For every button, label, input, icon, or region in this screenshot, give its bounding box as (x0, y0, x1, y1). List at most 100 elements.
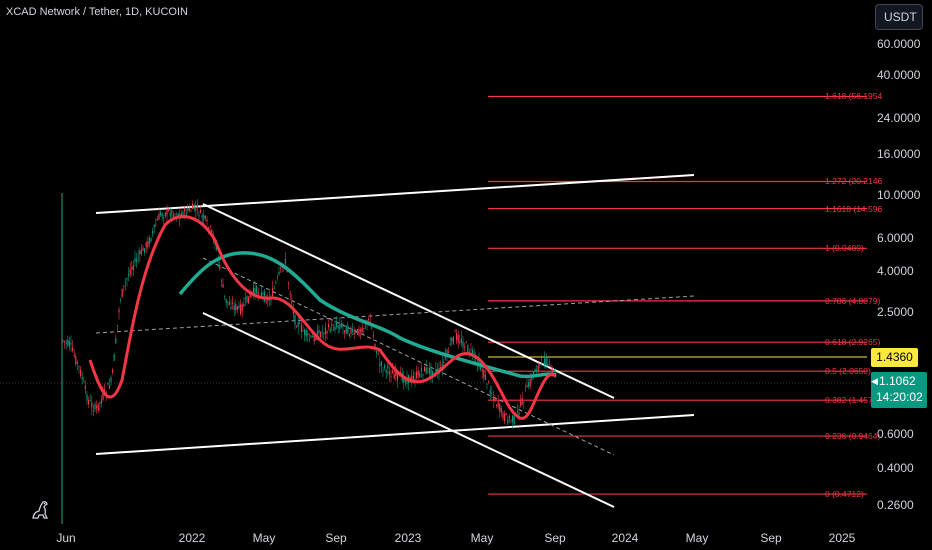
candle-body (396, 372, 398, 381)
candle-body (240, 304, 242, 314)
candle-body (547, 363, 549, 366)
symbol-title[interactable]: XCAD Network / Tether, 1D, KUCOIN (6, 6, 188, 18)
candle-body (548, 361, 550, 363)
price-tick: 40.0000 (877, 68, 921, 82)
candle-body (206, 219, 208, 222)
trendline (202, 312, 615, 508)
price-tick: 2.5000 (877, 305, 914, 319)
candle-body (528, 382, 530, 387)
candle-body (550, 365, 552, 367)
candle-body (102, 393, 104, 400)
candle-body (414, 379, 416, 380)
candle-body (460, 338, 462, 343)
candle-body (524, 390, 526, 392)
trendline (202, 203, 615, 399)
candle-body (291, 301, 293, 304)
candle-body (368, 318, 370, 320)
candle-body (422, 374, 424, 376)
candle-body (196, 205, 198, 208)
candle-body (502, 412, 504, 419)
price-axis[interactable]: 60.0000 40.0000 24.0000 16.0000 10.0000 … (867, 0, 932, 524)
candle-body (529, 378, 531, 387)
candle-body (425, 367, 427, 374)
candle-body (444, 355, 446, 359)
candle-body (104, 389, 106, 391)
candle-body (70, 343, 72, 345)
candle-body (496, 404, 498, 407)
candle-body (411, 375, 413, 382)
candle-body (289, 293, 291, 295)
time-tick: Sep (544, 531, 566, 545)
candle-body (443, 361, 445, 364)
candle-body (203, 214, 205, 220)
candle-body (137, 257, 139, 258)
time-tick: May (470, 531, 494, 545)
candle-body (238, 305, 240, 309)
candle-body (356, 329, 358, 334)
candle-body (545, 356, 547, 366)
candle-body (78, 366, 80, 367)
candle-body (97, 403, 99, 411)
candle-body (539, 363, 541, 365)
candle-body (379, 364, 381, 367)
candle-body (377, 353, 379, 355)
candle-body (201, 215, 203, 218)
candle-body (224, 295, 226, 297)
candle-body (523, 401, 525, 403)
candle-body (148, 237, 150, 245)
last-price-badge: ◀ 1.1062 14:20:02 (871, 372, 927, 408)
candle-body (249, 293, 251, 298)
candle-body (136, 259, 138, 262)
candle-body (352, 328, 354, 332)
candle-body (329, 328, 331, 332)
candle-body (219, 264, 221, 269)
candle-body (134, 258, 136, 262)
candle-body (147, 241, 149, 248)
tradingview-dino-icon[interactable] (30, 498, 52, 525)
fib-level-label: 0.618 (2.9265) (825, 337, 881, 348)
candle-body (153, 224, 155, 228)
fib-level-label: 0.5 (2.0650) (825, 366, 871, 377)
time-axis[interactable]: Jun 2022 May Sep 2023 May Sep 2024 May S… (0, 524, 867, 550)
candle-body (265, 300, 267, 303)
chart-pane[interactable] (0, 0, 867, 524)
candle-body (76, 361, 78, 364)
candle-body (516, 410, 518, 412)
time-tick: Sep (325, 531, 347, 545)
currency-button[interactable]: USDT (875, 4, 923, 30)
candle-body (288, 282, 290, 284)
candle-body (324, 327, 326, 335)
trendline (95, 174, 695, 214)
candle-body (246, 295, 248, 303)
candle-body (244, 297, 246, 300)
candle-body (387, 365, 389, 369)
candle-body (152, 231, 154, 234)
fib-level-label: 1.1618 (14.596 (825, 203, 883, 214)
candle-body (292, 309, 294, 315)
candle-body (416, 371, 418, 379)
candle-body (278, 272, 280, 275)
candle-body (380, 361, 382, 366)
candle-body (451, 338, 453, 342)
candle-body (492, 396, 494, 401)
candle-body (385, 370, 387, 373)
candle-body (275, 282, 277, 284)
candle-body (123, 285, 125, 287)
bar-countdown: 14:20:02 (876, 390, 923, 404)
price-tick: 4.0000 (877, 264, 914, 278)
candle-body (497, 401, 499, 407)
candle-body (507, 418, 509, 424)
candle-body (478, 358, 480, 367)
candle-body (505, 413, 507, 416)
candle-body (142, 247, 144, 251)
candle-body (230, 306, 232, 309)
candle-body (171, 210, 173, 214)
fib-level-label: 0.236 (0.9464) (825, 431, 881, 442)
candle-body (345, 325, 347, 334)
candle-body (412, 376, 414, 382)
candle-body (537, 365, 539, 372)
candle-body (361, 327, 363, 333)
candle-body (470, 349, 472, 351)
candle-body (542, 365, 544, 366)
candle-body (552, 369, 554, 373)
